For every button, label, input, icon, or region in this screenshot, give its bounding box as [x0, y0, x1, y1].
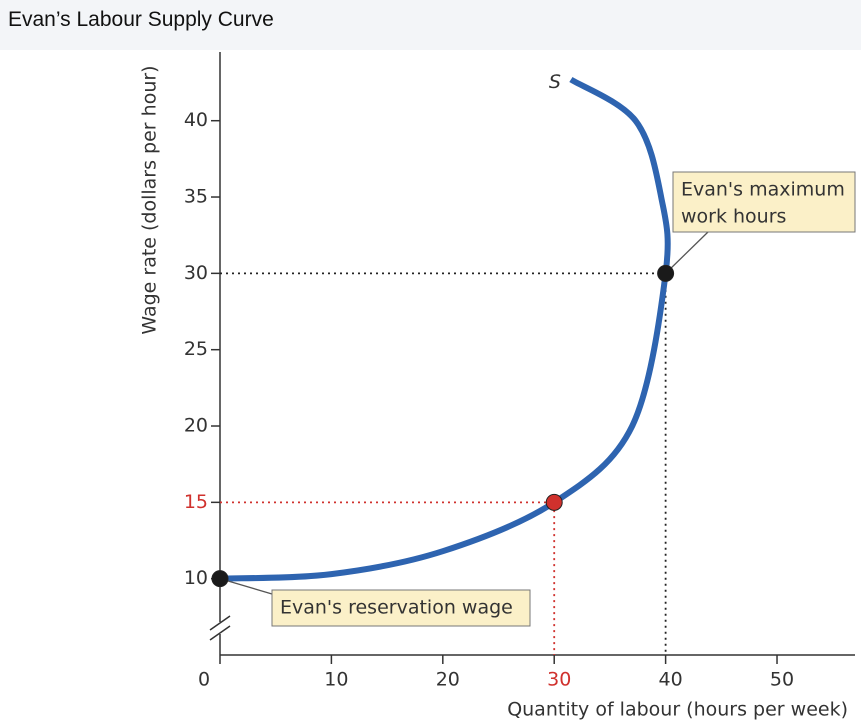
point — [657, 264, 675, 282]
y-tick-label: 10 — [184, 567, 208, 589]
x-tick-label: 0 — [198, 669, 210, 691]
x-tick-label: 50 — [770, 669, 794, 691]
y-tick-label: 25 — [184, 338, 208, 360]
y-tick-label: 30 — [184, 262, 208, 284]
annotation: Evan's reservation wage — [280, 597, 513, 619]
x-tick-label: 20 — [436, 669, 460, 691]
annotation-box — [672, 171, 856, 233]
y-tick-label: 40 — [184, 109, 208, 131]
x-tick-label: 10 — [324, 669, 348, 691]
y-tick-label: 15 — [184, 491, 208, 513]
x-tick-label: 30 — [547, 669, 571, 691]
y-tick-label: 35 — [184, 186, 208, 208]
point — [545, 493, 563, 511]
chart-title: Evan’s Labour Supply Curve — [8, 8, 274, 31]
axis-break-gap — [208, 622, 232, 634]
leader-line — [219, 578, 273, 595]
point — [211, 570, 229, 588]
supply-curve — [219, 76, 671, 582]
y-axis-title: Wage rate (dollars per hour) — [139, 65, 161, 334]
annotation: work hours — [681, 206, 786, 228]
header — [0, 0, 861, 50]
annotation: Evan's maximum — [681, 179, 845, 201]
annotation-box — [271, 589, 531, 627]
y-tick-label: 20 — [184, 415, 208, 437]
leader-line — [665, 231, 709, 274]
axis-break — [209, 625, 231, 641]
x-tick-label: 40 — [659, 669, 683, 691]
curve-label: S — [549, 71, 561, 93]
x-axis-title: Quantity of labour (hours per week) — [507, 699, 848, 721]
axis-break — [209, 615, 231, 631]
